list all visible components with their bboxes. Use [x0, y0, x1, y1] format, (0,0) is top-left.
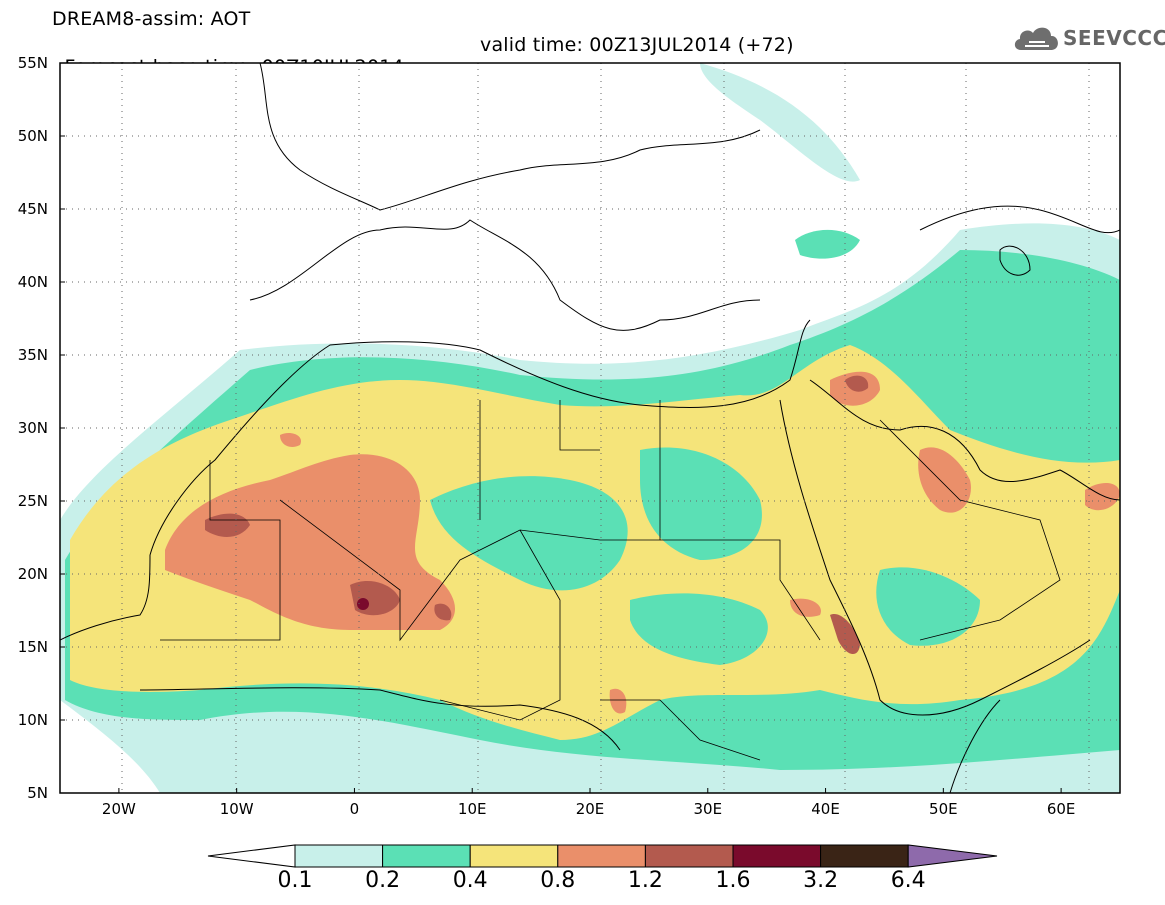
colorbar-segment: [557, 844, 646, 868]
colorbar-label: 0.4: [452, 868, 488, 893]
colorbar: [207, 844, 998, 868]
y-tick-label: 35N: [18, 346, 48, 364]
cloud-icon: [1014, 27, 1058, 50]
colorbar-label: 6.4: [890, 868, 926, 893]
coastlines: [60, 63, 1120, 793]
colorbar-label: 1.6: [715, 868, 751, 893]
y-tick-label: 40N: [18, 273, 48, 291]
x-tick-label: 50E: [929, 800, 958, 818]
y-tick-label: 45N: [18, 200, 48, 218]
colorbar-upper-triangle: [907, 844, 998, 868]
colorbar-segment: [732, 844, 822, 868]
seevccc-logo: SEEVCCC: [1011, 20, 1165, 56]
y-tick-label: 25N: [18, 492, 48, 510]
x-tick-label: 60E: [1047, 800, 1076, 818]
y-tick-label: 50N: [18, 127, 48, 145]
colorbar-segment: [820, 844, 909, 868]
colorbar-label: 0.1: [277, 868, 313, 893]
x-tick-label: 10W: [220, 800, 254, 818]
map-title: DREAM8-assim: AOT: [52, 8, 251, 30]
country-borders: [160, 400, 1061, 761]
x-tick-label: 20W: [102, 800, 136, 818]
y-tick-label: 55N: [18, 54, 48, 72]
colorbar-label: 0.8: [540, 868, 576, 893]
x-tick-label: 20E: [576, 800, 605, 818]
colorbar-label: 3.2: [803, 868, 839, 893]
y-tick-label: 10N: [18, 711, 48, 729]
colorbar-segment: [469, 844, 559, 868]
aot-max-spot: [357, 598, 369, 610]
x-tick-label: 10E: [458, 800, 487, 818]
logo-text: SEEVCCC: [1063, 26, 1165, 50]
y-tick-label: 15N: [18, 638, 48, 656]
x-tick-label: 40E: [811, 800, 840, 818]
x-axis: 20W 10W 0 10E 20E 30E 40E 50E 60E: [102, 788, 1075, 818]
colorbar-lower-triangle: [207, 844, 296, 868]
colorbar-segment: [644, 844, 734, 868]
valid-time: valid time: 00Z13JUL2014 (+72): [480, 34, 794, 56]
y-tick-label: 5N: [27, 784, 48, 802]
aot-field: [60, 63, 1120, 793]
colorbar-segment: [382, 844, 471, 868]
colorbar-label: 1.2: [627, 868, 663, 893]
colorbar-label: 0.2: [365, 868, 401, 893]
x-tick-label: 0: [350, 800, 360, 818]
y-tick-label: 20N: [18, 565, 48, 583]
x-tick-label: 30E: [693, 800, 722, 818]
y-tick-label: 30N: [18, 419, 48, 437]
y-axis: 55N 50N 45N 40N 35N 30N 25N 20N 15N 10N 5N: [18, 54, 65, 802]
colorbar-segment: [294, 844, 384, 868]
